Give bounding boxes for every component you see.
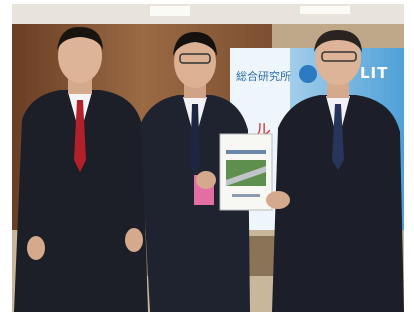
page: 総合研究所 LIT ル xyxy=(0,0,414,316)
svg-text:総合研究所: 総合研究所 xyxy=(236,69,291,83)
photo: 総合研究所 LIT ル xyxy=(12,4,404,312)
photo-frame: 総合研究所 LIT ル xyxy=(0,0,414,316)
document xyxy=(220,134,272,210)
banner-text: LIT xyxy=(360,64,388,82)
